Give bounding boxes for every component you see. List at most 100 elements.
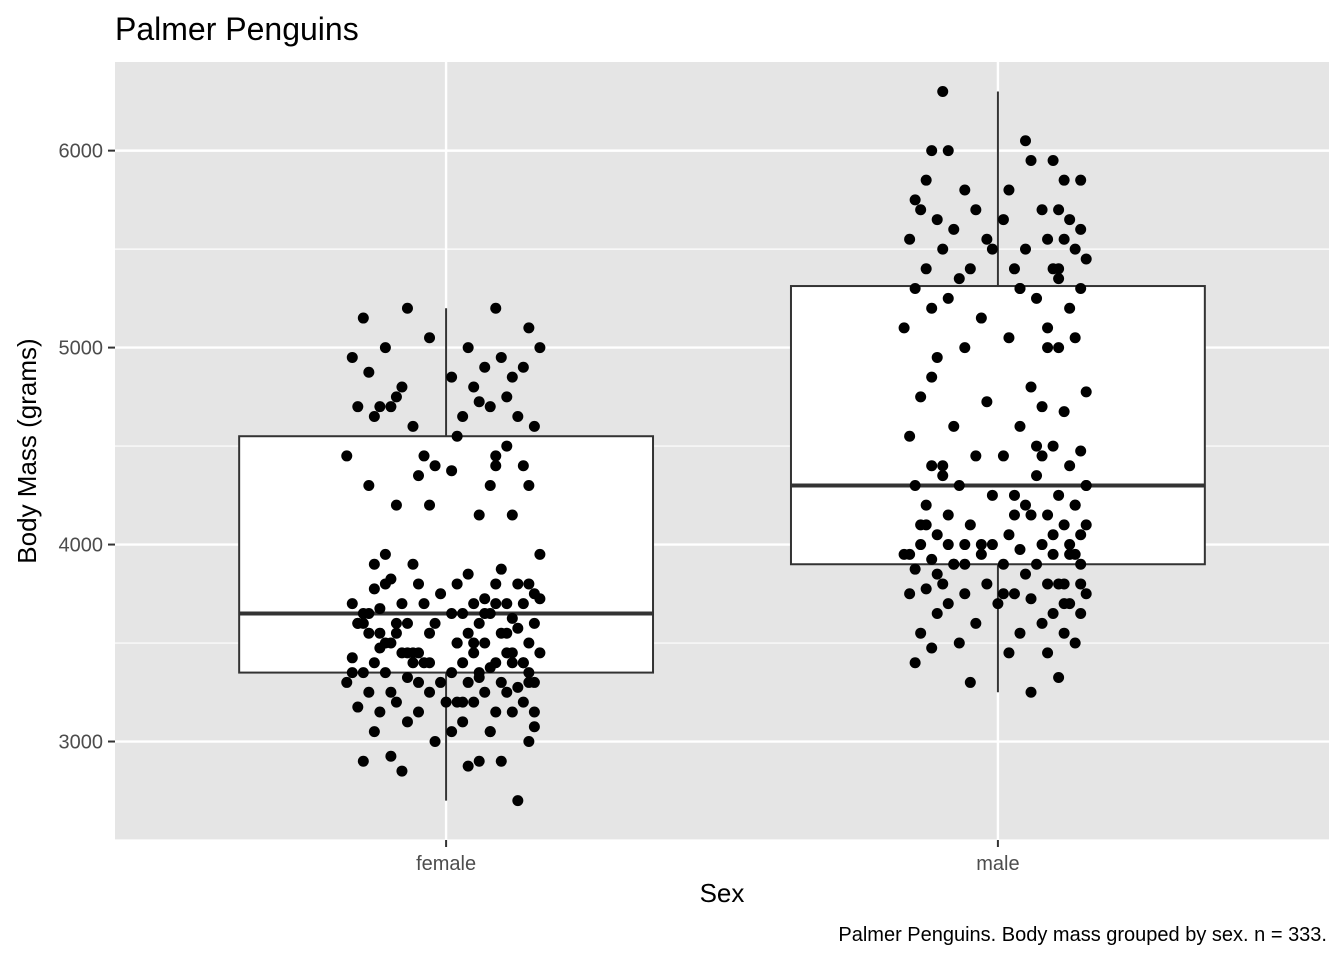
data-point [920, 583, 932, 595]
data-point [396, 765, 408, 777]
data-point [1025, 686, 1037, 698]
data-point [484, 662, 496, 674]
data-point [1003, 529, 1015, 541]
data-point [1025, 593, 1037, 605]
data-point [418, 598, 430, 610]
data-point [418, 450, 430, 462]
data-point [379, 578, 391, 590]
data-point [1047, 529, 1059, 541]
data-point [424, 686, 436, 698]
data-point [429, 736, 441, 748]
data-point [959, 184, 971, 196]
data-point [975, 539, 987, 551]
y-axis: 3000 4000 5000 6000 [59, 141, 115, 754]
data-point [904, 430, 916, 442]
data-point [937, 243, 949, 255]
data-point [446, 667, 458, 679]
data-point [379, 548, 391, 560]
data-point [937, 470, 949, 482]
data-point [986, 539, 998, 551]
iqr-box [238, 435, 655, 674]
data-point [909, 563, 921, 575]
data-point [1020, 135, 1031, 147]
data-point [959, 558, 971, 570]
data-point [1069, 499, 1081, 511]
data-point [363, 686, 375, 698]
data-point [407, 420, 419, 432]
data-point [385, 401, 397, 413]
data-point [915, 204, 927, 216]
data-point [948, 420, 960, 432]
data-point [346, 598, 358, 610]
data-point [501, 391, 513, 403]
boxplot-male [789, 91, 1206, 693]
data-point [931, 607, 943, 619]
data-point [363, 607, 375, 619]
data-point [528, 617, 540, 629]
data-point [424, 657, 436, 669]
data-point [1058, 519, 1070, 531]
data-point [981, 396, 993, 408]
data-point [909, 194, 921, 206]
data-point [457, 696, 469, 708]
data-point [424, 332, 436, 344]
data-point [915, 519, 927, 531]
data-point [473, 617, 485, 629]
data-point [374, 401, 386, 413]
data-point [1058, 598, 1070, 610]
data-point [1014, 543, 1026, 555]
data-point [534, 593, 546, 605]
data-point [401, 617, 413, 629]
data-point [374, 603, 386, 615]
x-axis-title: Sex [700, 878, 745, 908]
data-point [1031, 558, 1043, 570]
data-point [926, 145, 938, 157]
chart-title: Palmer Penguins [115, 11, 359, 47]
data-point [997, 558, 1009, 570]
data-point [920, 263, 932, 275]
data-point [964, 676, 976, 688]
data-point [506, 706, 518, 718]
data-point [517, 696, 529, 708]
points-male [898, 86, 1092, 698]
data-point [992, 598, 1004, 610]
data-point [523, 637, 535, 649]
data-point [1053, 263, 1065, 275]
data-point [523, 479, 535, 491]
y-tick-label: 4000 [59, 535, 104, 557]
y-axis-title: Body Mass (grams) [12, 338, 42, 563]
data-point [1069, 637, 1081, 649]
data-point [920, 499, 932, 511]
data-point [1020, 499, 1031, 511]
data-point [446, 465, 458, 477]
y-tick-label: 3000 [59, 732, 104, 754]
data-point [926, 302, 938, 314]
data-point [346, 351, 358, 363]
data-point [997, 450, 1009, 462]
data-point [937, 86, 949, 98]
data-point [490, 578, 502, 590]
data-point [898, 322, 910, 334]
data-point [374, 627, 386, 639]
data-point [920, 174, 932, 186]
data-point [435, 676, 447, 688]
data-point [523, 667, 535, 679]
data-point [953, 273, 965, 285]
data-point [970, 450, 982, 462]
data-point [1069, 332, 1081, 344]
data-point [948, 558, 960, 570]
data-point [379, 637, 391, 649]
data-point [1014, 420, 1026, 432]
data-point [490, 460, 502, 472]
data-point [424, 499, 436, 511]
data-point [1031, 470, 1043, 482]
data-point [401, 716, 413, 728]
data-point [1003, 332, 1015, 344]
data-point [1058, 627, 1070, 639]
data-point [473, 667, 485, 679]
data-point [1080, 479, 1092, 491]
data-point [528, 420, 540, 432]
data-point [1008, 489, 1020, 501]
data-point [468, 598, 480, 610]
data-point [1014, 627, 1026, 639]
